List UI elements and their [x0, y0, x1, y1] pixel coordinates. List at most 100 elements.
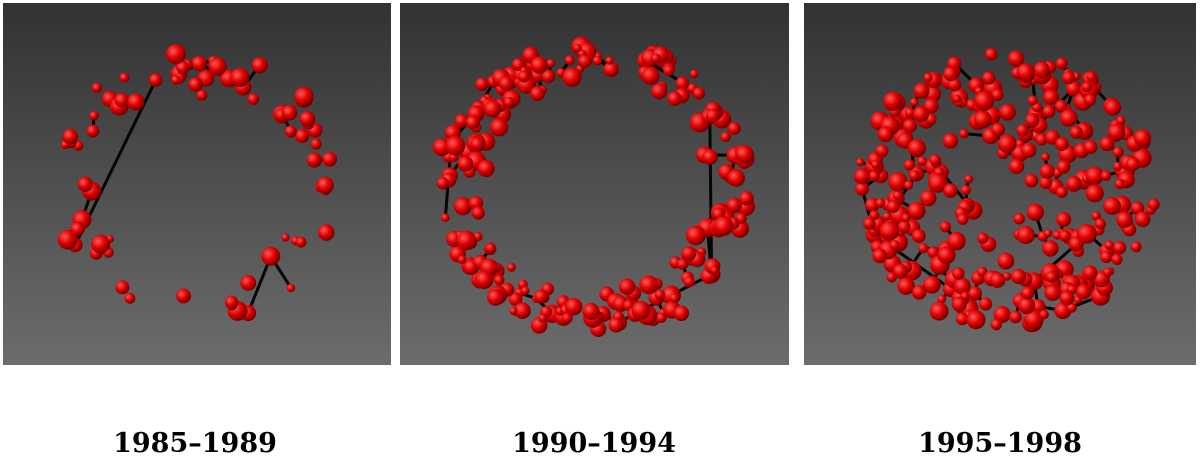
node — [727, 169, 745, 187]
node — [1017, 226, 1035, 244]
node — [912, 229, 926, 243]
node — [300, 111, 316, 127]
node — [904, 159, 915, 170]
node — [484, 100, 502, 118]
node — [573, 43, 582, 52]
node — [690, 70, 699, 79]
node — [943, 66, 958, 81]
node — [686, 226, 706, 246]
node — [176, 289, 191, 304]
node — [929, 154, 941, 166]
node — [322, 152, 337, 167]
node — [196, 90, 207, 101]
node — [191, 56, 207, 72]
node — [454, 197, 472, 215]
node — [1131, 241, 1142, 252]
node — [1056, 58, 1068, 70]
node — [485, 243, 496, 254]
node — [875, 144, 888, 157]
node — [656, 313, 666, 323]
node — [490, 118, 508, 136]
node — [1033, 62, 1050, 79]
node — [1083, 265, 1098, 280]
node — [509, 307, 517, 315]
node — [127, 93, 144, 110]
node — [1024, 174, 1038, 188]
node — [977, 233, 988, 244]
node — [923, 73, 932, 82]
node — [311, 139, 322, 150]
node — [1148, 199, 1160, 211]
node — [504, 97, 515, 108]
node — [982, 71, 995, 84]
node — [458, 156, 474, 172]
node — [58, 230, 78, 250]
node — [1062, 71, 1075, 84]
node — [959, 129, 969, 139]
node — [681, 246, 696, 261]
node — [721, 132, 731, 142]
node — [1077, 224, 1097, 244]
node — [225, 296, 238, 309]
node — [475, 270, 494, 289]
node — [1040, 164, 1055, 179]
node — [499, 76, 514, 91]
node — [655, 289, 665, 299]
node — [706, 109, 720, 123]
node — [902, 213, 911, 222]
node — [530, 86, 545, 101]
node — [1070, 126, 1083, 139]
node — [230, 68, 249, 87]
node — [1014, 213, 1025, 224]
node — [539, 314, 547, 322]
node — [605, 56, 613, 64]
node — [880, 221, 900, 241]
node — [883, 212, 892, 221]
node — [1101, 171, 1111, 181]
node — [593, 56, 603, 66]
node — [92, 83, 102, 93]
page: {"panels": [{"caption": "1985–1989"}, {"… — [0, 0, 1200, 465]
node — [281, 233, 289, 241]
node — [248, 93, 260, 105]
node — [952, 297, 967, 312]
node — [1009, 159, 1024, 174]
node — [1017, 63, 1035, 81]
node — [507, 263, 516, 272]
node — [1044, 229, 1052, 237]
node — [1086, 184, 1104, 202]
node — [518, 70, 530, 82]
node — [991, 319, 1002, 330]
node — [287, 284, 295, 292]
node — [534, 289, 548, 303]
node — [990, 272, 1006, 288]
node — [547, 59, 556, 68]
node — [1087, 72, 1096, 81]
node — [1021, 143, 1036, 158]
node — [1011, 269, 1026, 284]
node — [62, 129, 78, 145]
node — [1103, 268, 1112, 277]
node — [1059, 230, 1071, 242]
node — [149, 73, 163, 87]
node — [937, 246, 955, 264]
node — [871, 160, 880, 169]
node — [318, 224, 335, 241]
node — [1042, 240, 1058, 256]
caption: 1995–1998 — [918, 428, 1082, 459]
node — [475, 77, 489, 91]
node — [1113, 241, 1126, 254]
node — [966, 310, 985, 329]
node — [985, 48, 998, 61]
node — [115, 280, 129, 294]
node — [651, 83, 667, 99]
caption: 1985–1989 — [113, 428, 277, 459]
node — [166, 44, 186, 64]
node — [876, 198, 886, 208]
node — [728, 122, 741, 135]
node — [909, 170, 920, 181]
node — [878, 126, 894, 142]
node — [1084, 140, 1098, 154]
node — [531, 57, 548, 74]
node — [913, 106, 929, 122]
